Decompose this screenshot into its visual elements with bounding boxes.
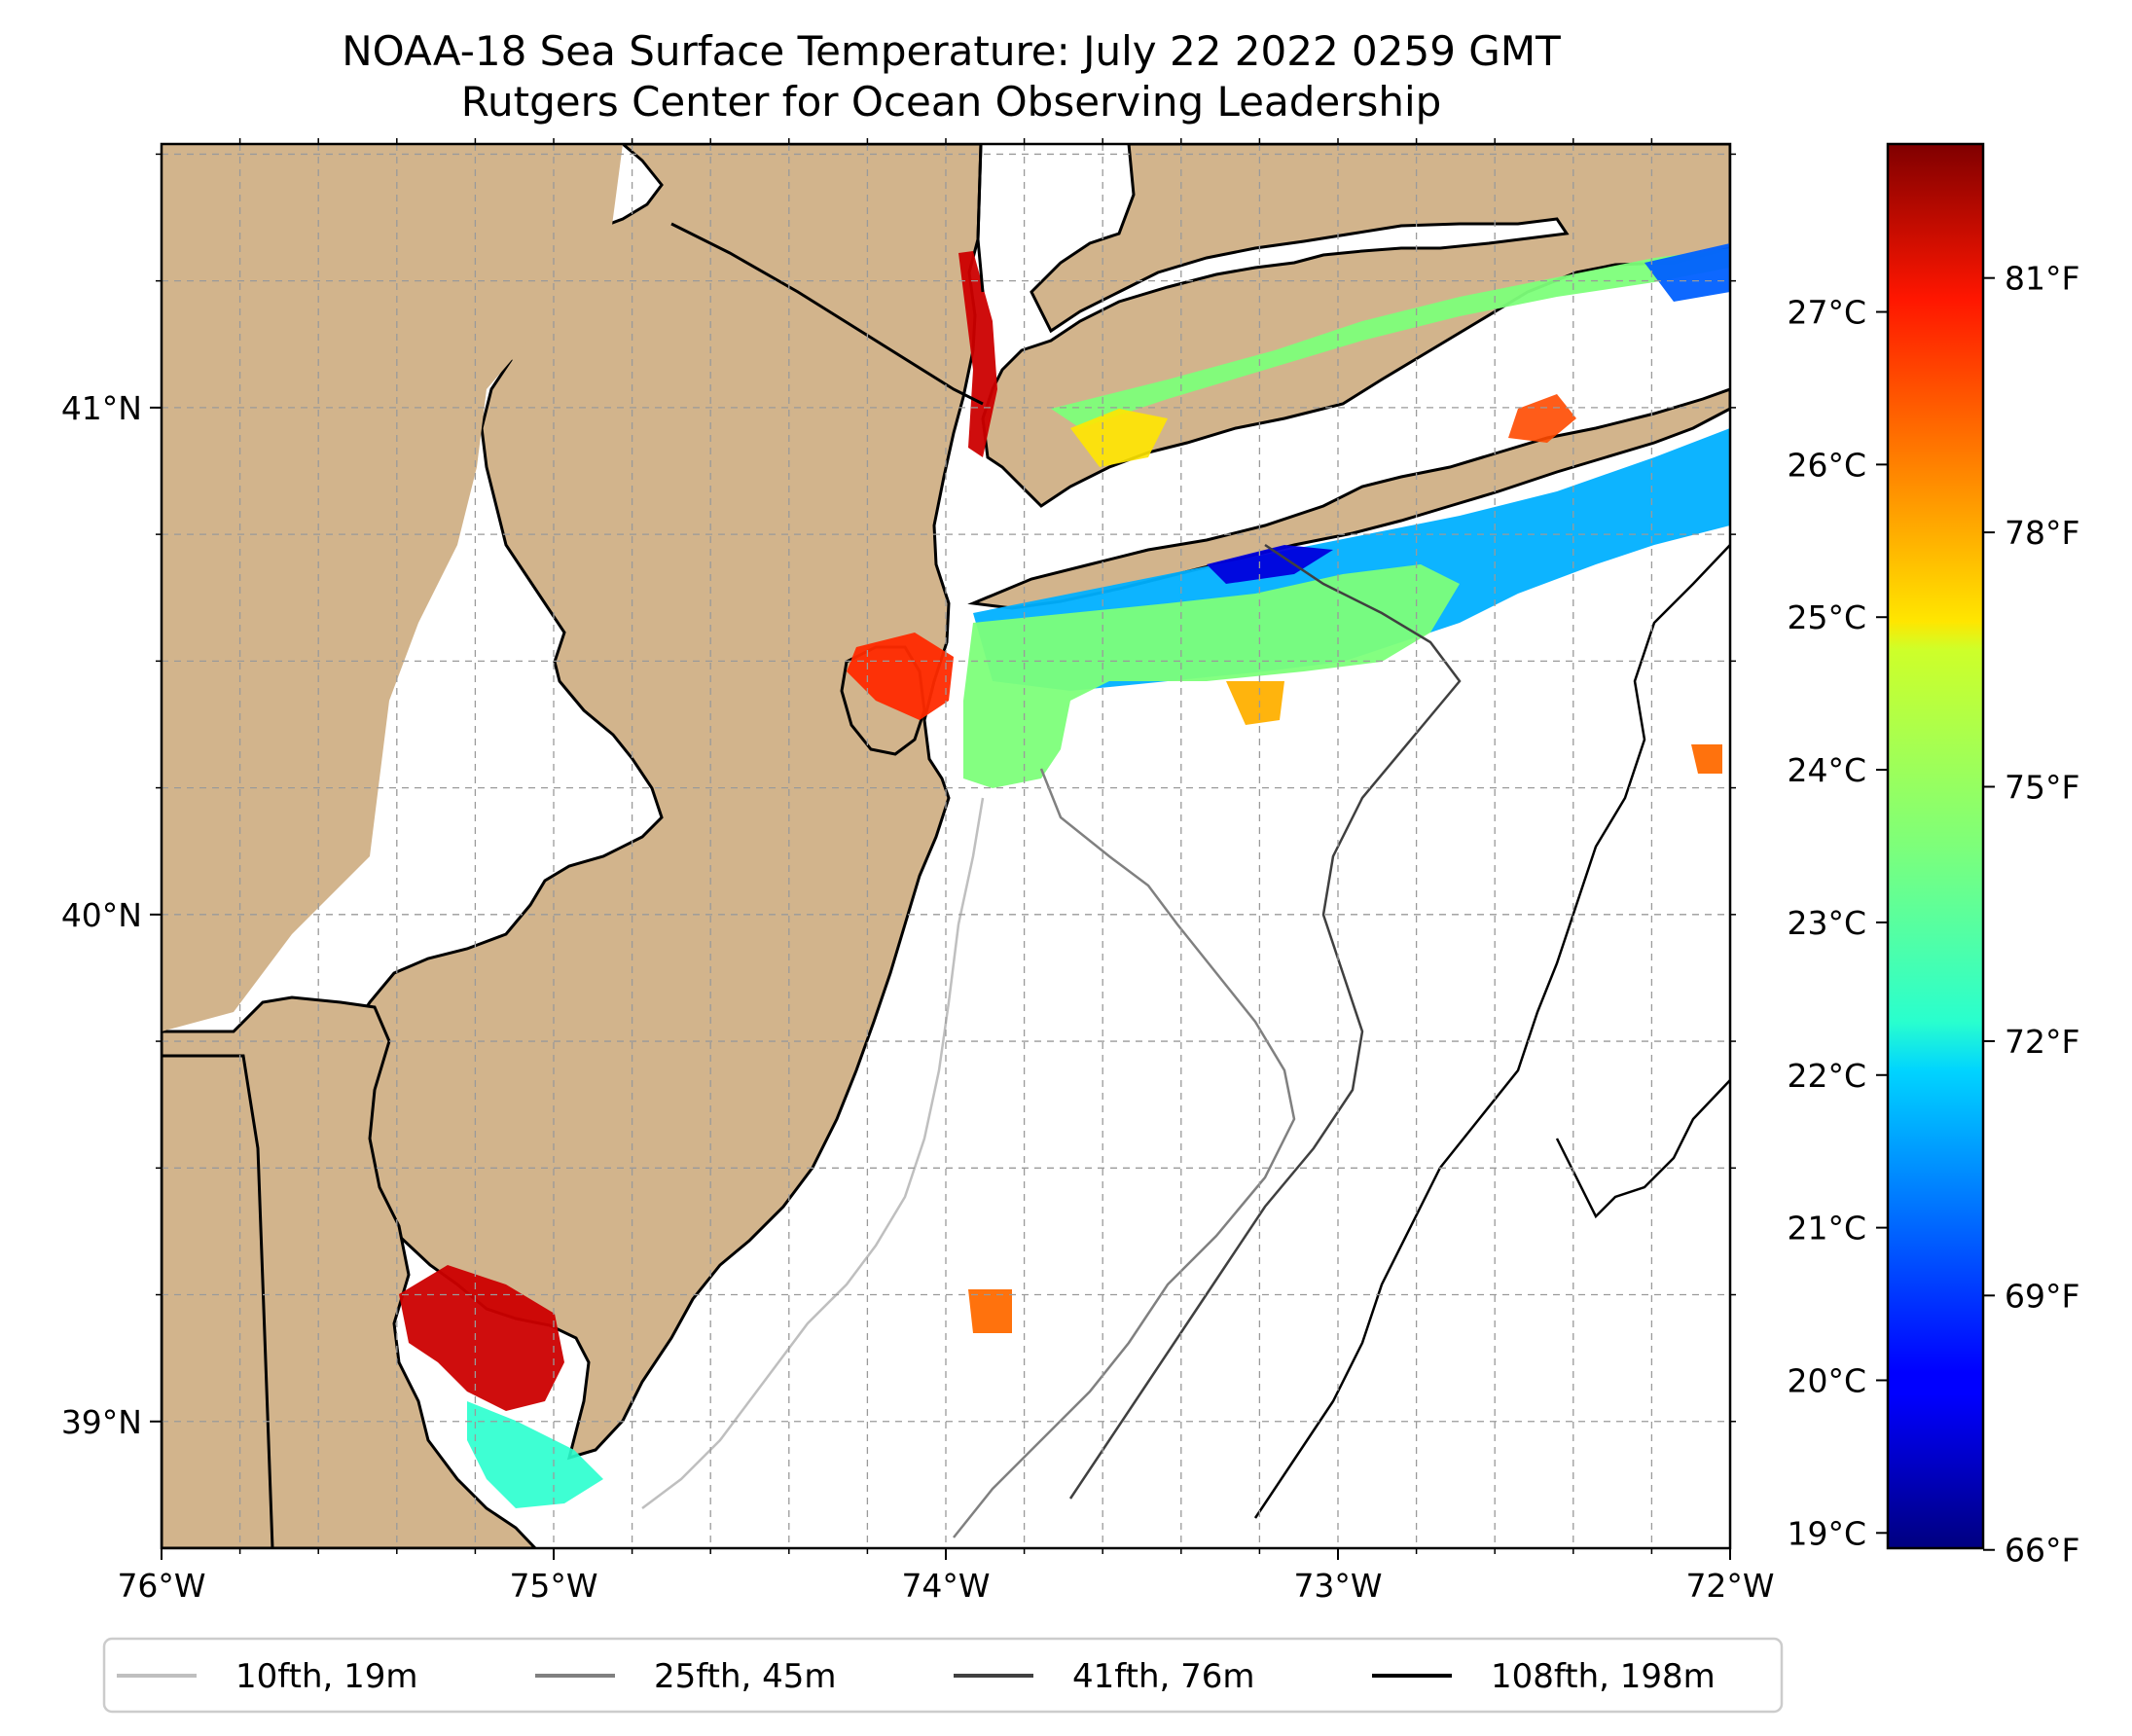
contour-41fth [1068,543,1462,1500]
celsius-tick-label: 26°C [1787,446,1866,484]
bathymetry-contours [641,543,1730,1538]
gridlines [162,144,1730,1548]
fahrenheit-tick-label: 78°F [2005,514,2079,552]
lon-tick-label: 76°W [117,1567,205,1605]
lat-tick-label: 40°N [61,896,142,934]
chart-title: NOAA-18 Sea Surface Temperature: July 22… [342,27,1561,75]
lon-tick-label: 72°W [1685,1567,1774,1605]
celsius-tick-label: 19°C [1787,1514,1866,1552]
lat-tick-label: 39°N [61,1403,142,1441]
colorbar: 19°C 20°C 21°C 22°C 23°C 24°C 25°C 26°C 27°C 66°… [1787,142,2079,1570]
legend-label: 41fth, 76m [1072,1657,1255,1696]
contour-108fth [1253,544,1730,1519]
celsius-tick-label: 20°C [1787,1361,1866,1399]
chart-subtitle: Rutgers Center for Ocean Observing Leade… [460,78,1442,126]
legend-box [102,1637,1784,1714]
colorbar-gradient [1886,142,1985,1550]
legend-label: 108fth, 198m [1491,1657,1716,1696]
fahrenheit-tick-label: 69°F [2005,1277,2079,1315]
celsius-tick-label: 22°C [1787,1057,1866,1095]
colorbar-celsius-axis: 19°C 20°C 21°C 22°C 23°C 24°C 25°C 26°C 27°C [1787,294,1888,1552]
legend: 10fth, 19m 25fth, 45m 41fth, 76m 108fth, 19… [102,1637,1784,1714]
sst-observations [399,243,1730,1508]
legend-label: 25fth, 45m [654,1657,837,1696]
celsius-tick-label: 21°C [1787,1210,1866,1248]
fahrenheit-tick-label: 66°F [2005,1532,2079,1570]
celsius-tick-label: 27°C [1787,294,1866,332]
fahrenheit-tick-label: 72°F [2005,1023,2079,1061]
celsius-tick-label: 24°C [1787,751,1866,789]
colorbar-fahrenheit-axis: 66°F 69°F 72°F 75°F 78°F 81°F [1983,260,2079,1570]
longitude-axis: 76°W 75°W 74°W 73°W 72°W [117,138,1775,1605]
state-borders [162,144,985,1548]
latitude-axis: 39°N 40°N 41°N [61,153,1736,1441]
fahrenheit-tick-label: 75°F [2005,769,2079,807]
land-pennsylvania [162,144,623,1031]
legend-label: 10fth, 19m [235,1657,418,1696]
contour-10fth [641,797,985,1509]
map-panel [160,142,1732,1550]
celsius-tick-label: 23°C [1787,904,1866,942]
lon-tick-label: 74°W [901,1567,990,1605]
lon-tick-label: 73°W [1293,1567,1382,1605]
lat-tick-label: 41°N [61,389,142,427]
fahrenheit-tick-label: 81°F [2005,260,2079,298]
lon-tick-label: 75°W [509,1567,597,1605]
celsius-tick-label: 25°C [1787,598,1866,636]
contour-25fth [953,768,1296,1538]
